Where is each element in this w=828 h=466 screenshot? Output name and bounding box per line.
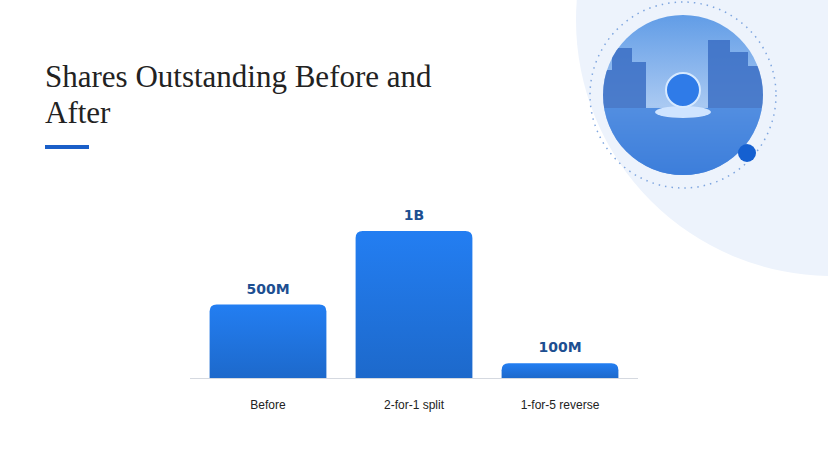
building xyxy=(612,48,632,108)
building xyxy=(708,40,730,108)
decoration xyxy=(576,0,828,276)
title: Shares Outstanding Before andAfter xyxy=(45,59,432,130)
building xyxy=(748,66,764,108)
x-axis: Before 2-for-1 split 1-for-5 reverse xyxy=(190,379,638,412)
tick-label: 2-for-1 split xyxy=(384,398,445,412)
tick: Before xyxy=(250,398,286,412)
floor xyxy=(600,108,770,188)
data-labels: 500M 1B 100M xyxy=(246,207,581,355)
building xyxy=(600,70,612,108)
dotted-ring xyxy=(590,2,776,188)
accent-dot xyxy=(738,144,756,162)
bar xyxy=(210,305,327,379)
tick-label: Before xyxy=(250,398,286,412)
data-label: 1B xyxy=(404,207,424,223)
tick-label: 1-for-5 reverse xyxy=(521,398,600,412)
data-label: 100M xyxy=(538,339,581,355)
building xyxy=(632,62,646,108)
axis-line xyxy=(190,378,638,379)
tick: 2-for-1 split xyxy=(384,398,445,412)
tick: 1-for-5 reverse xyxy=(521,398,600,412)
chart: Shares Outstanding Before andAfter Before… xyxy=(0,0,828,466)
title-underline xyxy=(45,145,89,149)
bars xyxy=(210,231,619,378)
bg-circle xyxy=(576,0,828,276)
bar xyxy=(356,231,473,378)
bar xyxy=(502,363,619,378)
building xyxy=(730,52,748,108)
globe xyxy=(666,73,700,107)
data-label: 500M xyxy=(246,281,289,297)
illustration xyxy=(600,12,770,188)
